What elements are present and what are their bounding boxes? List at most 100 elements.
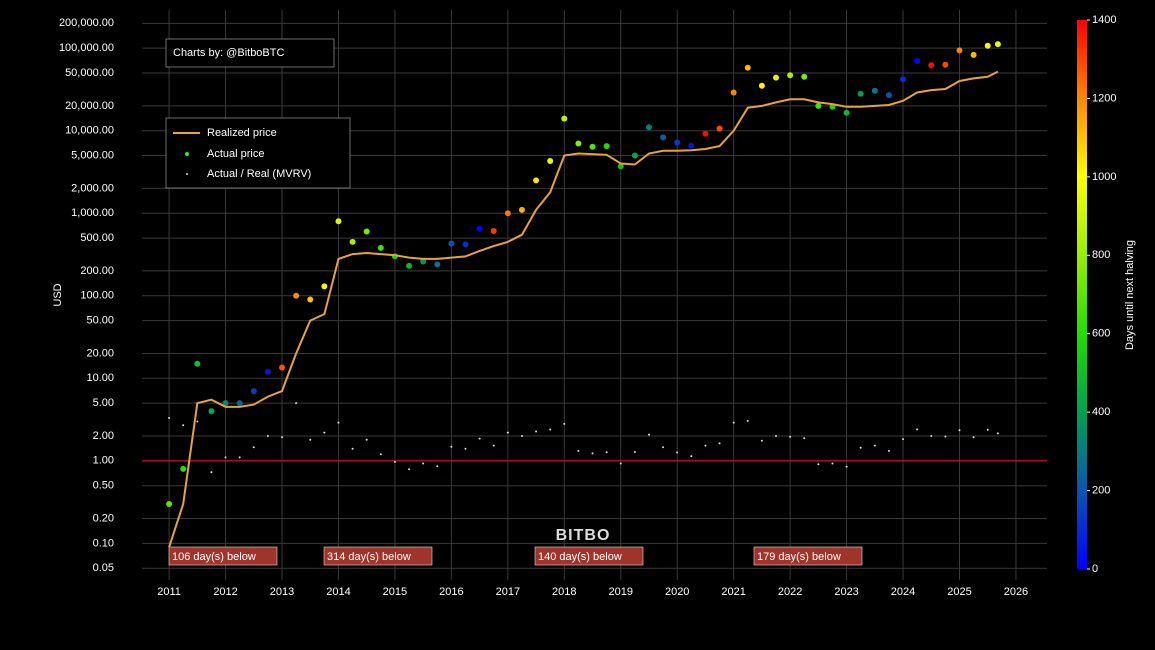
x-tick-label: 2026 <box>1004 586 1028 598</box>
y-tick-label: 100,000.00 <box>59 42 114 54</box>
price-point <box>561 115 568 122</box>
mvrv-point <box>492 444 495 447</box>
mvrv-point <box>393 460 396 463</box>
mvrv-point <box>224 456 227 459</box>
price-point <box>377 244 384 251</box>
x-tick-label: 2012 <box>213 586 237 598</box>
mvrv-point <box>182 424 185 427</box>
legend-label: Realized price <box>207 127 277 139</box>
mvrv-point <box>887 449 890 452</box>
mvrv-point <box>676 451 679 454</box>
y-tick-label: 50.00 <box>86 315 114 327</box>
price-point <box>236 400 243 407</box>
legend-swatch <box>186 173 188 175</box>
colorbar-tick-label: 400 <box>1092 406 1110 418</box>
price-point <box>801 73 808 80</box>
y-tick-label: 2,000.00 <box>71 182 114 194</box>
mvrv-point <box>196 420 199 423</box>
y-tick-label: 20,000.00 <box>65 100 114 112</box>
mvrv-point <box>535 430 538 433</box>
price-point <box>758 82 765 89</box>
mvrv-point <box>478 437 481 440</box>
mvrv-point <box>605 451 608 454</box>
mvrv-point <box>450 445 453 448</box>
mvrv-point <box>252 446 255 449</box>
mvrv-point <box>718 442 721 445</box>
x-tick-label: 2025 <box>947 586 971 598</box>
y-axis-label: USD <box>52 283 64 306</box>
price-point <box>984 42 991 49</box>
x-tick-label: 2024 <box>891 586 915 598</box>
y-tick-label: 0.10 <box>93 537 114 549</box>
colorbar-tick-label: 1000 <box>1092 171 1116 183</box>
y-tick-label: 200.00 <box>80 265 114 277</box>
mvrv-point <box>732 421 735 424</box>
price-point <box>462 241 469 248</box>
x-tick-label: 2019 <box>609 586 633 598</box>
price-point <box>716 125 723 132</box>
price-point <box>420 258 427 265</box>
price-point <box>335 218 342 225</box>
price-point <box>928 62 935 69</box>
price-point <box>660 134 667 141</box>
price-point <box>406 262 413 269</box>
colorbar-tick-label: 1200 <box>1092 92 1116 104</box>
price-point <box>702 130 709 137</box>
y-tick-label: 0.20 <box>93 512 114 524</box>
y-tick-label: 0.05 <box>93 562 114 574</box>
y-tick-label: 10,000.00 <box>65 125 114 137</box>
y-tick-label: 20.00 <box>86 347 114 359</box>
mvrv-point <box>619 462 622 465</box>
annotation: 106 day(s) below <box>172 551 256 563</box>
price-point <box>942 61 949 68</box>
price-point <box>688 142 695 149</box>
price-point <box>674 139 681 146</box>
price-point <box>250 388 257 395</box>
x-tick-label: 2020 <box>665 586 689 598</box>
mvrv-point <box>464 447 467 450</box>
mvrv-point <box>281 436 284 439</box>
colorbar <box>1077 20 1087 569</box>
mvrv-point <box>210 471 213 474</box>
x-tick-label: 2013 <box>270 586 294 598</box>
price-point <box>363 228 370 235</box>
y-tick-label: 5.00 <box>93 397 114 409</box>
legend-label: Actual / Real (MVRV) <box>207 168 311 180</box>
price-point <box>744 64 751 71</box>
price-point <box>264 368 271 375</box>
price-point <box>547 157 554 164</box>
credit: Charts by: @BitboBTC <box>173 47 284 59</box>
mvrv-point <box>422 462 425 465</box>
mvrv-point <box>295 402 298 405</box>
annotation-box <box>323 546 433 566</box>
legend-swatch <box>185 152 189 156</box>
price-point <box>631 152 638 159</box>
mvrv-point <box>351 447 354 450</box>
price-point <box>730 89 737 96</box>
price-point <box>956 47 963 54</box>
mvrv-point <box>577 449 580 452</box>
x-tick-label: 2017 <box>496 586 520 598</box>
mvrv-point <box>168 417 171 420</box>
y-tick-label: 200,000.00 <box>59 17 114 29</box>
annotation: 140 day(s) below <box>538 551 622 563</box>
colorbar-label: Days until next halving <box>1124 240 1136 350</box>
x-tick-label: 2011 <box>157 586 181 598</box>
x-tick-label: 2014 <box>326 586 350 598</box>
mvrv-point <box>760 439 763 442</box>
x-tick-label: 2022 <box>778 586 802 598</box>
mvrv-point <box>506 431 509 434</box>
price-point <box>857 90 864 97</box>
price-point <box>194 360 201 367</box>
mvrv-point <box>591 452 594 455</box>
mvrv-point <box>789 435 792 438</box>
credit-box <box>165 38 335 68</box>
annotation-box <box>168 546 278 566</box>
mvrv-point <box>859 446 862 449</box>
mvrv-point <box>365 438 368 441</box>
y-tick-label: 2.00 <box>93 430 114 442</box>
price-point <box>293 292 300 299</box>
price-point <box>603 143 610 150</box>
